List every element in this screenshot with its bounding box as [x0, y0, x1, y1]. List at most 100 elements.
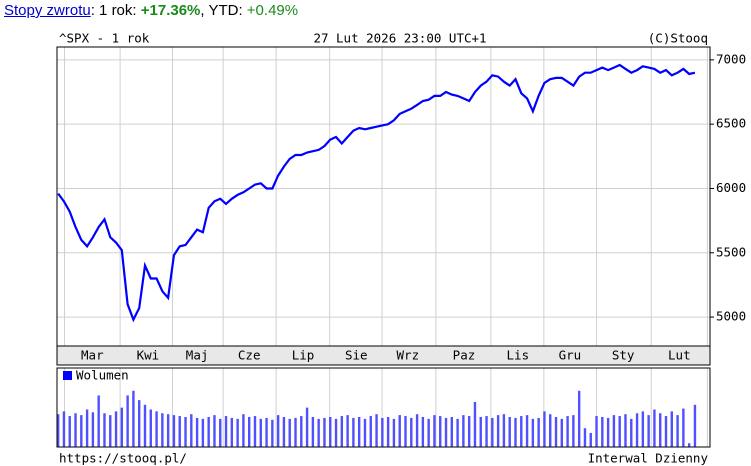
return-ytd: +0.49% — [246, 2, 299, 19]
volume-frame — [56, 367, 711, 448]
volume-bar — [190, 414, 193, 447]
volume-bar — [323, 417, 326, 447]
volume-bar — [583, 428, 587, 447]
volume-bar — [288, 418, 291, 447]
volume-bar — [300, 416, 303, 447]
volume-bar — [467, 416, 471, 447]
volume-bar — [410, 417, 413, 447]
volume-bar — [427, 418, 430, 447]
x-tick-label: Maj — [186, 348, 209, 363]
volume-bar — [421, 417, 425, 447]
volume-bar — [687, 443, 691, 447]
x-tick-label: Mar — [81, 348, 104, 363]
volume-bar — [369, 416, 372, 447]
volume-bar — [450, 417, 454, 447]
volume-bar — [62, 411, 66, 447]
volume-bar — [166, 414, 170, 447]
volume-bar — [74, 413, 77, 447]
x-tick-label: Lip — [292, 348, 315, 363]
volume-bar — [195, 417, 199, 447]
x-tick-label: Lis — [507, 348, 530, 363]
volume-bar — [502, 414, 506, 447]
volume-bar — [132, 390, 135, 447]
volume-bar — [693, 404, 697, 447]
volume-bar — [676, 415, 679, 447]
x-tick-label: Sie — [345, 348, 368, 363]
volume-bar — [479, 417, 482, 447]
y-tick-label: 6500 — [716, 116, 746, 131]
volume-bar — [282, 417, 286, 447]
volume-bar — [525, 415, 529, 447]
chart-source: (C)Stooq — [648, 31, 708, 46]
volume-bar — [91, 412, 95, 447]
volume-bar — [138, 400, 141, 447]
x-tick-label: Gru — [559, 348, 582, 363]
volume-bar — [439, 416, 442, 447]
volume-bar — [433, 415, 436, 447]
volume-bar — [386, 417, 390, 447]
volume-bar — [143, 404, 147, 447]
volume-bar — [485, 416, 488, 447]
price-frame — [56, 46, 711, 347]
returns-link[interactable]: Stopy zwrotu — [4, 2, 91, 19]
volume-bar — [404, 416, 407, 447]
volume-bar — [381, 417, 384, 447]
x-tick-label: Lut — [668, 348, 691, 363]
volume-bar — [537, 417, 540, 447]
legend-label: Wolumen — [76, 368, 129, 383]
volume-bar — [305, 407, 309, 447]
chart-title: ^SPX - 1 rok — [59, 31, 150, 46]
y-tick-label: 5000 — [716, 309, 746, 324]
chart-date: 27 Lut 2026 23:00 UTC+1 — [313, 31, 486, 46]
volume-bar — [549, 414, 552, 447]
volume-bar — [161, 413, 164, 447]
volume-bar — [329, 417, 332, 447]
y-tick-label: 7000 — [716, 51, 746, 66]
volume-bar — [271, 419, 274, 447]
volume-bar — [589, 432, 592, 447]
volume-bar — [68, 416, 71, 447]
volume-bar — [224, 416, 228, 447]
volume-bar — [630, 418, 633, 447]
volume-bar — [334, 418, 338, 447]
footer-interval: Interwal Dzienny — [588, 451, 709, 466]
volume-bar — [276, 415, 280, 447]
volume-bar — [491, 417, 494, 447]
volume-bar — [213, 415, 216, 447]
volume-bar — [340, 416, 344, 447]
x-tick-label: Cze — [238, 348, 261, 363]
volume-bar — [415, 414, 419, 447]
volume-bar — [317, 418, 320, 447]
volume-bar — [543, 411, 546, 447]
volume-bar — [520, 416, 523, 447]
volume-bar — [456, 418, 459, 447]
legend-swatch — [63, 371, 72, 380]
volume-bar — [618, 416, 621, 447]
volume-bar — [207, 417, 210, 447]
volume-bar — [682, 408, 685, 447]
volume-bar — [311, 417, 315, 447]
volume-bar — [606, 417, 610, 447]
volume-bar — [577, 390, 581, 447]
volume-bar — [612, 415, 616, 447]
volume-bar — [265, 417, 268, 447]
volume-bar — [352, 417, 355, 447]
volume-bar — [560, 418, 564, 447]
volume-bar — [253, 416, 257, 447]
volume-bar — [670, 411, 673, 447]
volume-bar — [595, 416, 598, 447]
x-tick-label: Kwi — [137, 348, 160, 363]
volume-bar — [85, 409, 89, 447]
x-tick-label: Sty — [612, 348, 635, 363]
volume-bar — [398, 415, 401, 447]
volume-bar — [659, 413, 662, 447]
volume-bar — [601, 417, 604, 447]
label: : 1 rok: — [90, 2, 141, 19]
volume-bar — [496, 415, 500, 447]
volume-bar — [155, 411, 158, 447]
volume-bar — [178, 416, 181, 447]
volume-bar — [172, 415, 176, 447]
volume-bar — [357, 417, 361, 447]
volume-bar — [363, 418, 367, 447]
